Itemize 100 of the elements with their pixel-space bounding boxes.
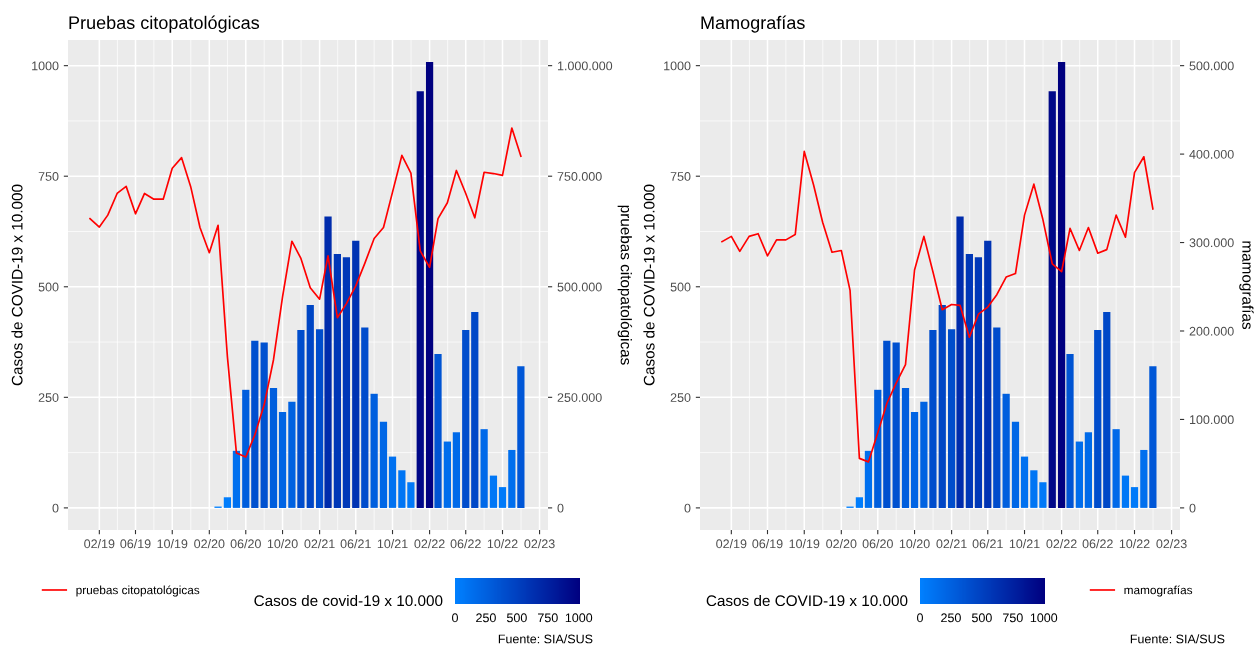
bar — [388, 456, 397, 508]
x-tick-label: 06/22 — [1082, 539, 1113, 549]
bar — [855, 497, 864, 508]
x-tick-label: 06/19 — [120, 539, 151, 549]
bar — [379, 421, 388, 508]
bar — [1103, 311, 1111, 508]
bar — [938, 304, 946, 508]
y-tick-label: 500 — [38, 282, 59, 292]
bar — [956, 216, 964, 508]
line-series — [721, 150, 1154, 463]
bar — [508, 449, 516, 508]
x-tick-label: 06/21 — [340, 539, 371, 549]
bar — [223, 497, 232, 508]
line-series — [89, 127, 522, 458]
bar — [452, 432, 461, 508]
bar — [1030, 470, 1038, 508]
x-tick-label: 02/23 — [524, 539, 555, 549]
source-note: Fuente: SIA/SUS — [1130, 634, 1225, 644]
y-axis-title: Casos de COVID-19 x 10.000 — [11, 184, 23, 386]
bar — [965, 254, 973, 508]
bar — [434, 353, 442, 508]
bar — [251, 340, 259, 508]
bar — [1002, 393, 1010, 508]
y2-tick-label: 250.000 — [557, 393, 602, 402]
legend-label: pruebas citopatológicas — [76, 585, 200, 597]
x-tick-label: 10/21 — [377, 539, 408, 549]
bar — [269, 388, 278, 508]
bar — [260, 342, 268, 508]
y2-tick-label: 200.000 — [1189, 326, 1234, 336]
color-bar-label: 750 — [1003, 613, 1023, 623]
bar — [1057, 62, 1066, 508]
bar — [947, 329, 956, 508]
bar — [1066, 353, 1074, 508]
bar — [324, 216, 332, 508]
x-tick-label: 02/20 — [826, 539, 857, 549]
x-tick-label: 10/22 — [1119, 539, 1150, 549]
y-tick-label: 250 — [38, 393, 59, 402]
y-tick-label: 1000 — [664, 61, 691, 71]
y-axis-title: Casos de COVID-19 x 10.000 — [643, 184, 655, 386]
y2-tick-label: 100.000 — [1189, 415, 1234, 425]
x-tick-label: 10/19 — [157, 539, 188, 549]
x-tick-label: 02/22 — [1046, 539, 1077, 549]
x-tick-label: 06/22 — [450, 539, 481, 549]
bar — [416, 91, 424, 508]
y2-tick-label: 0 — [557, 503, 564, 513]
bar — [498, 487, 507, 508]
bar — [407, 482, 415, 508]
bar — [1011, 421, 1020, 508]
y-tick-label: 500 — [670, 282, 691, 292]
bar — [993, 327, 1001, 508]
y-tick-label: 250 — [670, 393, 691, 402]
color-bar-label: 500 — [506, 613, 527, 623]
chart-title: Mamografías — [701, 15, 805, 33]
bar — [352, 240, 360, 508]
y2-tick-label: 300.000 — [1189, 238, 1234, 248]
bar — [306, 304, 314, 508]
y2-tick-label: 400.000 — [1189, 149, 1234, 159]
bar — [333, 254, 341, 508]
y-tick-label: 0 — [52, 503, 59, 513]
bar — [1130, 487, 1139, 508]
bar — [910, 411, 919, 508]
chart-title: Pruebas citopatológicas — [69, 15, 260, 33]
bar — [443, 441, 451, 508]
bar — [462, 330, 470, 508]
color-bar-label: 750 — [538, 613, 558, 623]
bar — [1140, 449, 1148, 508]
bar — [242, 389, 250, 508]
x-tick-label: 10/22 — [487, 539, 518, 549]
source-note: Fuente: SIA/SUS — [498, 634, 593, 644]
color-bar-label: 0 — [917, 613, 923, 623]
bar — [1039, 482, 1047, 508]
y2-tick-label: 1.000.000 — [557, 61, 613, 71]
bar — [892, 342, 900, 508]
x-tick-label: 10/20 — [899, 539, 930, 549]
x-tick-label: 02/21 — [936, 539, 967, 549]
y2-tick-label: 750.000 — [557, 172, 602, 181]
y-tick-label: 750 — [38, 172, 59, 181]
x-tick-label: 06/20 — [862, 539, 893, 549]
bar — [1084, 432, 1093, 508]
x-tick-label: 10/19 — [789, 539, 820, 549]
bar — [471, 311, 479, 508]
color-bar-title: Casos de covid-19 x 10.000 — [254, 594, 443, 607]
color-bar-label: 1000 — [1030, 613, 1058, 623]
bar — [1048, 91, 1056, 508]
bar — [1075, 441, 1083, 508]
x-tick-label: 10/20 — [267, 539, 298, 549]
bar — [398, 470, 406, 508]
x-tick-label: 02/19 — [716, 539, 747, 549]
bar — [232, 450, 241, 508]
bar — [315, 329, 324, 508]
bar — [278, 411, 287, 508]
bar — [288, 401, 296, 508]
color-bar-label: 250 — [476, 613, 496, 623]
legend-label: mamografías — [1124, 585, 1193, 597]
bar — [1020, 456, 1029, 508]
x-tick-label: 06/19 — [752, 539, 783, 549]
bar — [425, 62, 434, 508]
x-tick-label: 06/21 — [972, 539, 1003, 549]
color-bar-label: 500 — [971, 613, 992, 623]
y2-tick-label: 500.000 — [1189, 61, 1234, 71]
